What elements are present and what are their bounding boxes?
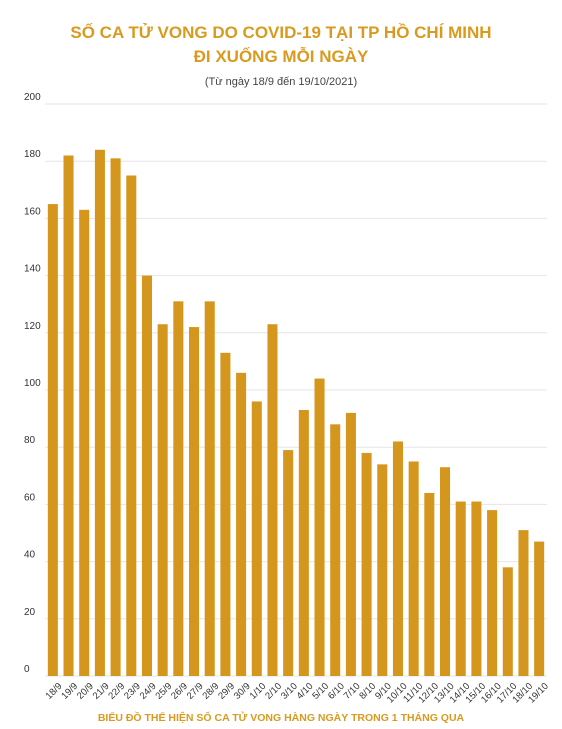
bar — [330, 424, 341, 676]
bar — [298, 410, 309, 676]
bar — [502, 567, 513, 676]
bar — [189, 327, 200, 676]
bar — [173, 301, 184, 676]
bar — [440, 467, 451, 676]
y-tick-label: 60 — [24, 492, 36, 503]
y-axis-ticks: 0 20 40 60 80 100 120 140 160 180 200 — [24, 92, 41, 675]
chart-caption: BIỂU ĐỒ THỂ HIỆN SỐ CA TỬ VONG HÀNG NGÀY… — [97, 712, 465, 724]
chart-title-line-1: SỐ CA TỬ VONG DO COVID-19 TẠI TP HỒ CHÍ … — [70, 23, 492, 42]
bar — [220, 352, 231, 676]
bar — [283, 450, 294, 676]
bar — [455, 501, 466, 676]
bar — [361, 452, 372, 676]
y-tick-label: 100 — [24, 378, 41, 389]
y-tick-label: 180 — [24, 149, 41, 160]
y-tick-label: 80 — [24, 435, 36, 446]
y-tick-label: 40 — [24, 550, 36, 561]
bar — [392, 441, 403, 676]
chart-subtitle: (Từ ngày 18/9 đến 19/10/2021) — [204, 76, 358, 88]
chart-title-line-2: ĐI XUỐNG MỖI NGÀY — [193, 47, 369, 66]
bar — [63, 155, 74, 677]
bar — [110, 158, 121, 677]
bar — [424, 492, 435, 676]
y-tick-label: 200 — [24, 92, 41, 103]
bar — [314, 378, 325, 676]
bar — [408, 461, 419, 676]
bar — [251, 401, 262, 676]
y-tick-label: 160 — [24, 206, 41, 217]
bar — [94, 149, 105, 676]
bar — [345, 412, 356, 676]
bars — [47, 149, 545, 677]
bar — [267, 324, 278, 676]
bar — [157, 324, 168, 676]
bar — [534, 541, 545, 676]
bar — [47, 204, 58, 676]
y-tick-label: 20 — [24, 607, 36, 618]
x-axis-ticks: 18/919/920/921/922/923/924/925/926/927/9… — [44, 681, 551, 706]
bar — [204, 301, 215, 676]
bar — [471, 501, 482, 676]
bar — [141, 275, 152, 676]
y-tick-label: 0 — [24, 664, 30, 675]
y-tick-label: 140 — [24, 264, 41, 275]
bar — [236, 372, 247, 676]
bar — [518, 530, 529, 676]
bar — [377, 464, 388, 676]
bar — [126, 175, 137, 676]
bar — [487, 510, 498, 676]
y-tick-label: 120 — [24, 321, 41, 332]
bar — [79, 209, 90, 676]
